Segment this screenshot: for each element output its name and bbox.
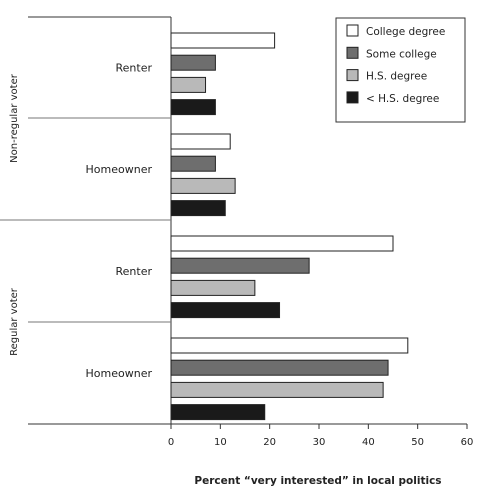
x-tick-label: 30 [313,437,326,448]
x-tick-label: 40 [362,437,375,448]
legend-label: < H.S. degree [366,93,439,105]
x-tick-label: 10 [214,437,227,448]
category-label: Homeowner [86,163,153,176]
category-label: Homeowner [86,367,153,380]
bar [170,381,384,398]
legend: College degree Some college H.S. degree < H… [335,17,466,123]
bar [170,76,207,93]
bar [170,133,231,150]
legend-swatch [346,91,359,104]
x-tick-label: 20 [263,437,276,448]
x-tick-label: 50 [411,437,424,448]
bar [170,99,216,116]
bar [170,359,389,376]
legend-label: College degree [366,26,445,38]
bar [170,337,409,354]
category-label: Renter [116,265,153,278]
x-axis-label: Percent “very interested” in local polit… [194,475,441,487]
group-label: Regular voter [9,287,20,356]
legend-label: H.S. degree [366,71,427,83]
bar [170,200,226,217]
axes: 0 10 20 30 40 50 60 [0,16,474,448]
bar [170,155,216,172]
category-label: Renter [116,62,153,75]
bar [170,177,236,194]
bar [170,404,266,421]
legend-swatch [346,24,359,37]
bars [170,32,409,421]
legend-swatch [346,46,359,59]
group-label: Non-regular voter [9,73,20,163]
x-tick-label: 0 [168,437,174,448]
legend-swatch [346,69,359,82]
bar [170,257,310,274]
category-labels: Renter Homeowner Non-regular voter Renter Ho… [9,62,152,381]
bar [170,235,394,252]
bar [170,32,276,49]
bar [170,279,256,296]
x-tick-label: 60 [461,437,474,448]
legend-label: Some college [366,48,437,60]
bar [170,54,216,71]
bar [170,302,281,319]
